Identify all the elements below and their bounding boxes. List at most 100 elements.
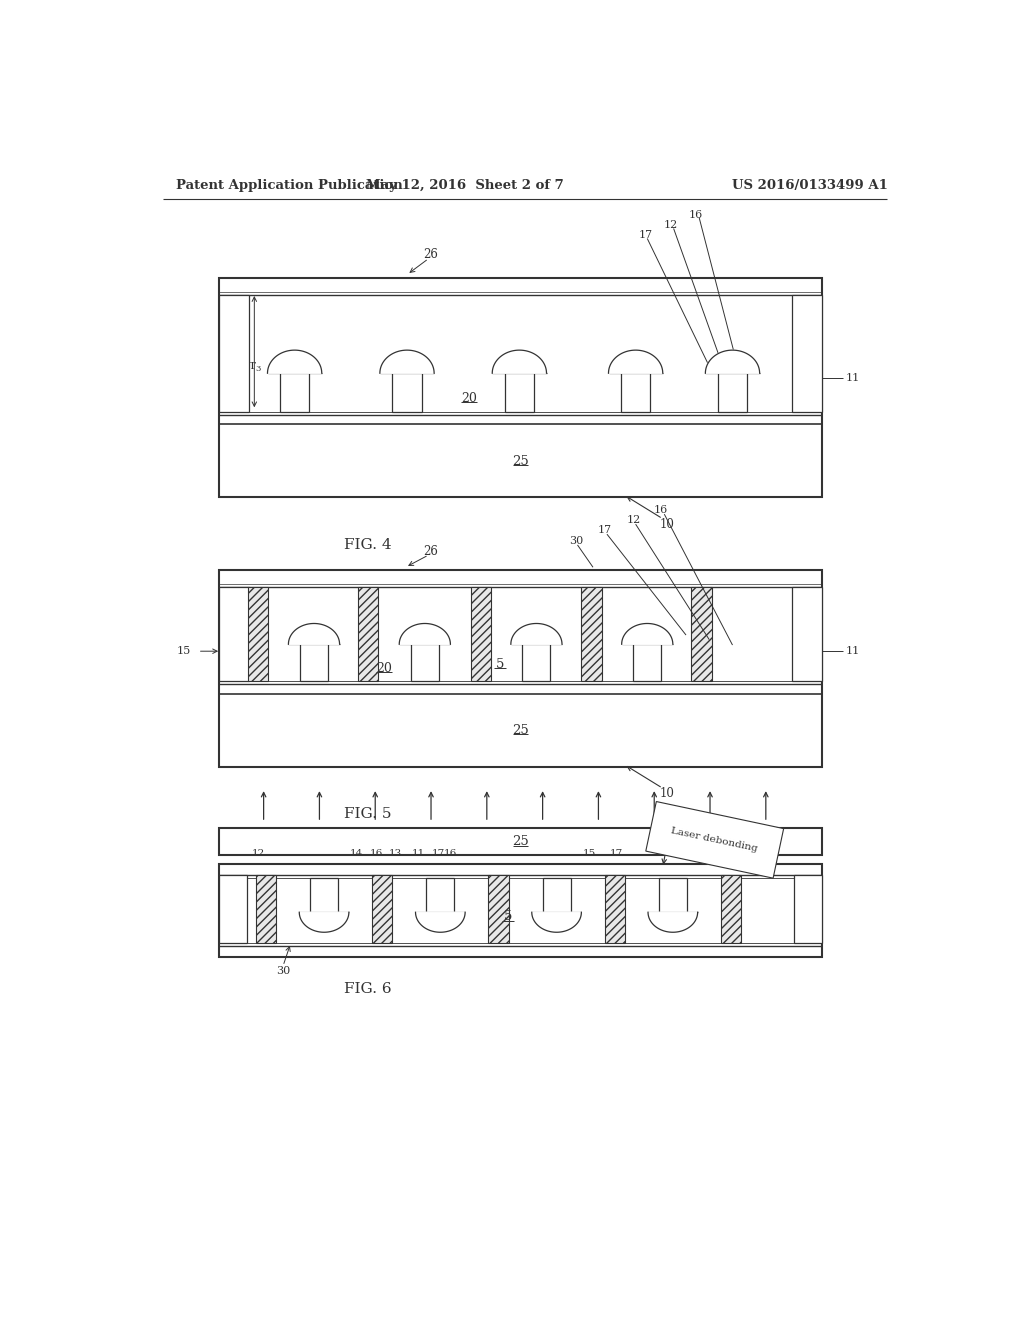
- Bar: [426, 878, 455, 912]
- Bar: [219, 587, 249, 681]
- Text: T: T: [249, 362, 256, 371]
- Text: 18: 18: [676, 919, 689, 928]
- Text: 13: 13: [434, 891, 446, 900]
- Text: May 12, 2016  Sheet 2 of 7: May 12, 2016 Sheet 2 of 7: [367, 178, 564, 191]
- Polygon shape: [648, 912, 697, 932]
- Bar: [219, 570, 821, 767]
- Text: 13: 13: [389, 849, 402, 858]
- Text: 12: 12: [664, 220, 678, 231]
- Text: 30: 30: [568, 536, 583, 546]
- Text: FIG. 4: FIG. 4: [344, 539, 392, 552]
- Bar: [411, 644, 438, 681]
- Bar: [718, 374, 748, 412]
- Text: 17: 17: [639, 231, 652, 240]
- Text: 11: 11: [412, 849, 425, 858]
- Text: 18: 18: [559, 919, 572, 928]
- Text: 18: 18: [426, 632, 439, 642]
- Text: 13: 13: [726, 388, 739, 397]
- Text: FIG. 5: FIG. 5: [344, 808, 392, 821]
- Text: 13: 13: [641, 659, 654, 667]
- Text: 5: 5: [496, 657, 504, 671]
- Text: 18: 18: [648, 632, 662, 642]
- Text: 15: 15: [583, 849, 596, 858]
- Bar: [219, 294, 249, 412]
- Text: 18: 18: [637, 359, 650, 368]
- Polygon shape: [608, 350, 663, 374]
- Polygon shape: [622, 623, 673, 644]
- Text: 17: 17: [609, 849, 623, 858]
- Text: Patent Application Publication: Patent Application Publication: [176, 178, 402, 191]
- Polygon shape: [416, 912, 465, 932]
- Text: 16: 16: [689, 210, 703, 219]
- Text: 12: 12: [626, 515, 640, 525]
- Text: 17: 17: [598, 525, 611, 536]
- Text: 15: 15: [177, 647, 190, 656]
- Text: 5: 5: [504, 911, 512, 924]
- Polygon shape: [511, 623, 562, 644]
- Polygon shape: [399, 623, 451, 644]
- Bar: [691, 587, 712, 681]
- Text: 30: 30: [275, 966, 290, 975]
- Text: US 2016/0133499 A1: US 2016/0133499 A1: [732, 178, 889, 191]
- Polygon shape: [289, 623, 340, 644]
- Text: 16: 16: [370, 849, 383, 858]
- Bar: [721, 875, 741, 942]
- Bar: [488, 875, 509, 942]
- Bar: [310, 878, 338, 912]
- Text: 18: 18: [315, 632, 329, 642]
- Bar: [505, 374, 535, 412]
- Bar: [471, 587, 490, 681]
- Text: 10: 10: [659, 787, 674, 800]
- Text: 11: 11: [846, 647, 860, 656]
- Bar: [248, 587, 268, 681]
- Bar: [256, 875, 276, 942]
- Text: FIG. 6: FIG. 6: [344, 982, 392, 997]
- Text: 14: 14: [350, 849, 364, 858]
- Text: 3: 3: [256, 366, 261, 374]
- Text: 25: 25: [512, 836, 529, 849]
- Bar: [280, 374, 309, 412]
- Bar: [522, 644, 550, 681]
- Bar: [604, 875, 625, 942]
- Bar: [658, 878, 687, 912]
- Bar: [793, 294, 821, 412]
- Bar: [543, 878, 570, 912]
- Text: 11: 11: [846, 372, 860, 383]
- Polygon shape: [531, 912, 582, 932]
- Text: 12: 12: [252, 849, 265, 858]
- Text: 5: 5: [511, 383, 520, 396]
- Text: 18: 18: [409, 359, 421, 368]
- Text: 18: 18: [443, 919, 457, 928]
- Bar: [219, 865, 821, 957]
- Text: 18: 18: [296, 359, 309, 368]
- Text: 26: 26: [423, 248, 437, 261]
- Bar: [219, 875, 248, 942]
- Polygon shape: [299, 912, 349, 932]
- Bar: [633, 644, 662, 681]
- Bar: [300, 644, 328, 681]
- Text: 16: 16: [654, 506, 669, 515]
- Text: 16: 16: [443, 849, 457, 858]
- Text: 18: 18: [520, 359, 534, 368]
- Text: 26: 26: [423, 545, 437, 557]
- Text: 17: 17: [431, 849, 444, 858]
- Text: Laser debonding: Laser debonding: [671, 826, 759, 854]
- Bar: [582, 587, 601, 681]
- Polygon shape: [706, 350, 760, 374]
- Bar: [358, 587, 378, 681]
- Polygon shape: [267, 350, 322, 374]
- Bar: [793, 587, 821, 681]
- Text: 20: 20: [376, 661, 392, 675]
- Text: 25: 25: [512, 454, 529, 467]
- Bar: [621, 374, 650, 412]
- Text: 20: 20: [461, 392, 477, 405]
- Bar: [794, 875, 821, 942]
- Text: 25: 25: [512, 723, 529, 737]
- Text: 10: 10: [659, 517, 674, 531]
- Bar: [372, 875, 392, 942]
- Polygon shape: [380, 350, 434, 374]
- Text: 18: 18: [538, 632, 551, 642]
- Polygon shape: [493, 350, 547, 374]
- Bar: [219, 277, 821, 498]
- Bar: [219, 829, 821, 855]
